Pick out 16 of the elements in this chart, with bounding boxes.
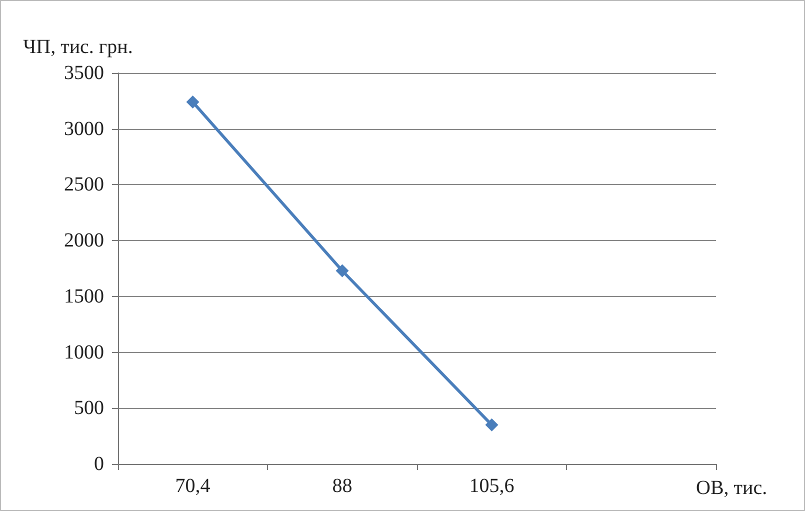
point	[485, 418, 498, 432]
x-tick-label: 70,4	[175, 475, 210, 497]
y-tick-label: 500	[74, 397, 104, 420]
y-tick-label: 2000	[64, 230, 104, 252]
x-tick-label: 105,6	[469, 475, 514, 497]
y-tick-label: 1500	[64, 285, 104, 308]
y-tick-label: 1000	[64, 341, 104, 364]
x-tick-label: 88	[332, 475, 352, 497]
y-tick-label: 3500	[64, 62, 104, 84]
y-tick-label: 0	[94, 453, 104, 475]
y-axis-title: ЧП, тис. грн.	[23, 36, 133, 58]
point	[186, 96, 200, 109]
y-tick-label: 2500	[64, 174, 104, 196]
point	[336, 264, 349, 278]
x-axis-title: ОВ, тис.	[696, 477, 768, 499]
y-tick-label: 3000	[64, 118, 104, 140]
